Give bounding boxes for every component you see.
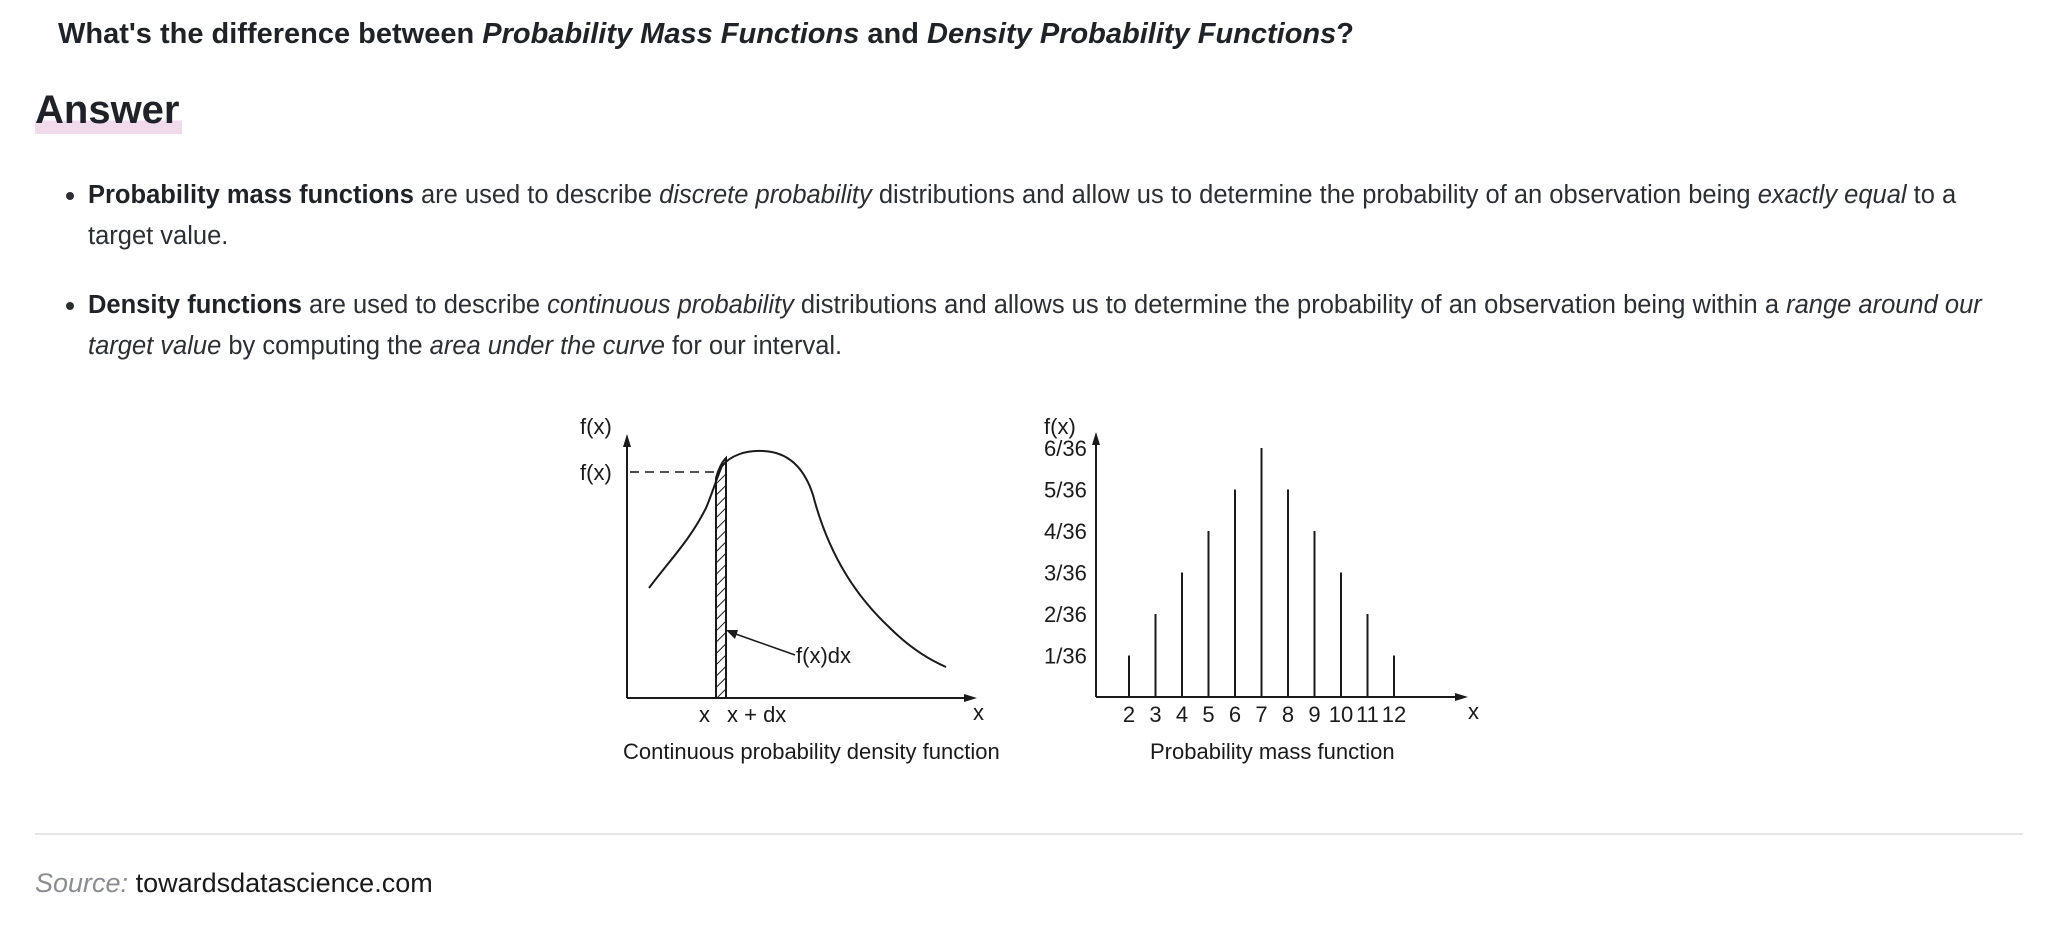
pmf-y-axis-label: f(x) — [1044, 414, 1076, 439]
bullet-pmf-text-1: are used to describe — [413, 181, 660, 209]
pdf-y-axis-arrow — [623, 434, 631, 447]
bullet-pdf-emphasis-1: continuous probability — [547, 291, 794, 319]
bullet-pmf-emphasis-2: exactly equal — [1757, 181, 1907, 209]
pdf-y-axis-label: f(x) — [580, 414, 612, 439]
question-heading: What's the difference between Probabilit… — [58, 18, 1354, 51]
pmf-x-axis-arrow — [1455, 693, 1468, 701]
bullet-pdf-text-1: are used to describe — [301, 291, 548, 319]
pmf-x-tick-label: 6 — [1229, 702, 1241, 727]
bullet-pdf: Density functions are used to describe c… — [66, 285, 2028, 367]
pmf-y-axis-arrow — [1092, 432, 1100, 445]
pmf-x-tick-label: 12 — [1382, 702, 1406, 727]
bullet-pdf-emphasis-2: range around our target value — [88, 291, 1982, 360]
question-middle: and — [859, 18, 927, 50]
pdf-annotation-leader — [729, 631, 796, 656]
answer-heading: Answer — [35, 86, 182, 134]
bullet-pmf-text-3: to a target value. — [88, 181, 1957, 250]
bullet-pdf-term: Density functions — [88, 291, 302, 319]
pmf-x-tick-label: 2 — [1123, 702, 1135, 727]
bullet-pmf-emphasis-1: discrete probability — [659, 181, 872, 209]
pmf-x-tick-label: 11 — [1356, 702, 1379, 727]
question-term-pdf: Density Probability Functions — [927, 18, 1337, 50]
pmf-y-tick-label: 4/36 — [1044, 519, 1087, 544]
pdf-tick-x: x — [699, 702, 710, 727]
pdf-x-axis-label: x — [973, 700, 984, 725]
pmf-y-tick-label: 2/36 — [1044, 602, 1087, 627]
bullet-pmf-term: Probability mass functions — [88, 181, 414, 209]
pdf-y-marker-label: f(x) — [580, 460, 612, 485]
pmf-x-axis-label: x — [1468, 699, 1479, 724]
pmf-y-ticks: 6/36 5/36 4/36 3/36 2/36 1/36 — [1044, 436, 1087, 669]
pmf-x-tick-label: 8 — [1282, 702, 1294, 727]
pdf-tick-x-plus-dx: x + dx — [727, 702, 786, 727]
bullet-pdf-text-3: by computing the — [221, 332, 430, 360]
source-label: Source: — [35, 868, 129, 898]
bullet-pdf-emphasis-3: area under the curve — [429, 332, 665, 360]
pmf-x-tick-label: 4 — [1176, 702, 1188, 727]
pdf-annotation-arrow — [726, 630, 738, 639]
footer-divider — [35, 833, 2023, 835]
bullet-pdf-text-2: distributions and allows us to determine… — [793, 291, 1787, 319]
source-line: Source: towardsdatascience.com — [35, 868, 433, 899]
pdf-caption: Continuous probability density function — [623, 739, 1000, 764]
question-suffix: ? — [1336, 18, 1354, 50]
pmf-y-tick-label: 3/36 — [1044, 561, 1087, 586]
pmf-x-tick-label: 9 — [1308, 702, 1320, 727]
question-term-pmf: Probability Mass Functions — [482, 18, 860, 50]
pmf-caption: Probability mass function — [1150, 739, 1395, 764]
pmf-x-tick-label: 5 — [1202, 702, 1214, 727]
pmf-y-tick-label: 5/36 — [1044, 478, 1087, 503]
pmf-stems — [1128, 448, 1395, 697]
pdf-hatched-strip — [715, 455, 727, 699]
source-text: towardsdatascience.com — [128, 868, 433, 898]
pdf-panel: f(x) f(x) f(x)dx x x + dx x Continuous p… — [580, 414, 1000, 764]
bullet-pmf-text-2: distributions and allow us to determine … — [871, 181, 1758, 209]
bullet-pmf: Probability mass functions are used to d… — [66, 175, 2028, 257]
pdf-x-axis-arrow — [964, 694, 977, 702]
bullet-pdf-text-4: for our interval. — [664, 332, 843, 360]
pmf-y-tick-label: 6/36 — [1044, 436, 1087, 461]
pmf-x-tick-label: 3 — [1149, 702, 1161, 727]
question-prefix: What's the difference between — [58, 18, 483, 50]
pmf-y-tick-label: 1/36 — [1044, 644, 1087, 669]
pmf-x-tick-label: 7 — [1255, 702, 1267, 727]
pmf-panel: f(x) 6/36 5/36 4/36 3/36 2/36 1/36 2 3 4 5 6 7 8 9 10… — [1044, 414, 1479, 764]
pmf-x-ticks: 2 3 4 5 6 7 8 9 10 11 12 — [1123, 702, 1406, 727]
pdf-curve — [648, 449, 947, 668]
pmf-x-tick-label: 10 — [1329, 702, 1353, 727]
pdf-annotation: f(x)dx — [796, 643, 851, 668]
